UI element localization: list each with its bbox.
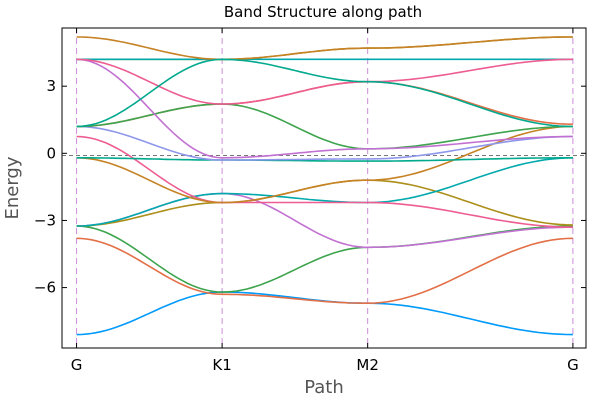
x-tick-label: G	[567, 356, 579, 374]
band-lines	[76, 36, 573, 336]
band-line-2	[76, 237, 573, 304]
x-axis-ticks: G K1 M2 G	[71, 28, 579, 374]
x-axis-label: Path	[304, 377, 344, 398]
y-tick-label: 3	[46, 77, 56, 95]
y-axis-label: Energy	[2, 156, 23, 219]
band-line-10	[76, 125, 573, 161]
band-line-17	[76, 36, 573, 61]
chart-title: Band Structure along path	[224, 3, 422, 21]
band-line-1	[76, 291, 573, 336]
band-line-7	[76, 135, 573, 228]
band-line-11	[76, 80, 573, 128]
k-point-lines	[76, 28, 574, 348]
x-tick-label: M2	[356, 356, 379, 374]
band-line-16	[76, 58, 573, 105]
band-line-9	[76, 157, 573, 162]
y-tick-label: −6	[34, 279, 56, 297]
band-line-18	[76, 58, 573, 128]
band-line-13	[76, 58, 573, 159]
x-tick-label: G	[71, 356, 83, 374]
band-line-12	[76, 103, 573, 150]
band-line-6	[76, 157, 573, 227]
band-line-8	[76, 125, 573, 204]
y-axis-ticks: −6 −3 0 3	[34, 77, 586, 297]
plot-frame	[61, 27, 587, 349]
y-tick-label: −3	[34, 211, 56, 229]
y-tick-label: 0	[46, 144, 56, 162]
x-tick-label: K1	[212, 356, 231, 374]
